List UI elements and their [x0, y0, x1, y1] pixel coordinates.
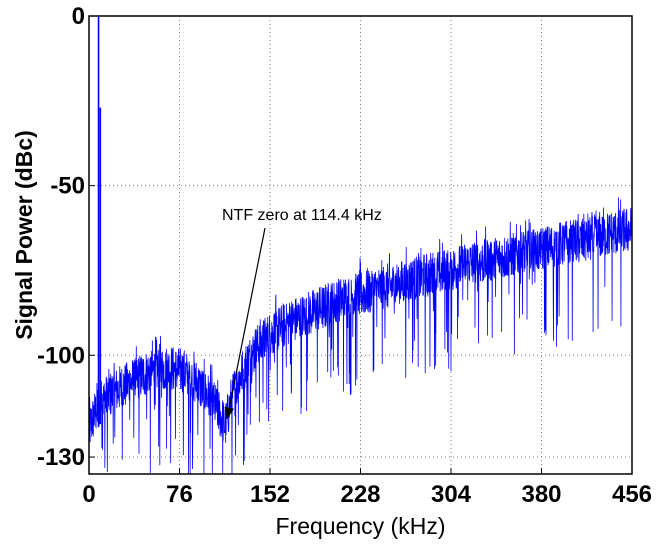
x-tick-label-3: 228	[340, 481, 380, 508]
y-tick-label-1: -50	[50, 173, 85, 200]
x-tick-label-0: 0	[82, 481, 95, 508]
series-noise-floor	[88, 197, 633, 475]
annotation-arrow	[224, 227, 266, 420]
x-tick-label-1: 76	[166, 481, 193, 508]
annotation-label: NTF zero at 114.4 kHz	[222, 207, 382, 224]
x-tick-label-6: 456	[612, 481, 652, 508]
y-tick-label-2: -100	[37, 342, 85, 369]
x-tick-label-2: 152	[250, 481, 290, 508]
x-tick-label-4: 304	[431, 481, 472, 508]
y-tick-label-3: -130	[37, 444, 85, 471]
y-tick-label-0: 0	[72, 3, 85, 30]
series-trace	[88, 16, 633, 475]
x-tick-label-5: 380	[521, 481, 561, 508]
y-axis-title: Signal Power (dBc)	[11, 130, 37, 340]
axis-ticks: 0 76 152 228 304 380 456 0 -50 -100 -130	[37, 3, 652, 508]
annotation: NTF zero at 114.4 kHz	[222, 207, 382, 420]
x-axis-title: Frequency (kHz)	[276, 513, 446, 539]
